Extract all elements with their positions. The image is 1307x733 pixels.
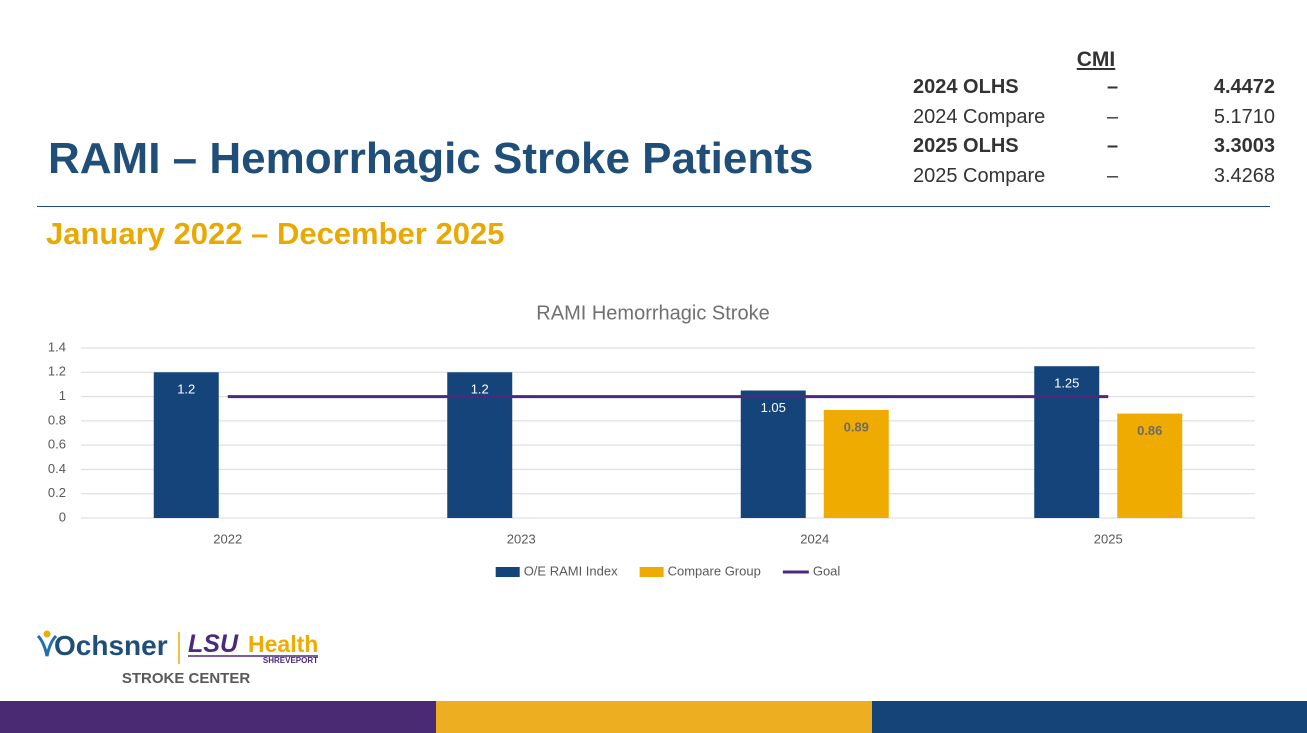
logo-ochsner: Ochsner	[54, 630, 168, 661]
cmi-cell: –	[1107, 165, 1119, 188]
logo-icon	[43, 630, 51, 638]
x-tick-label: 2024	[800, 531, 829, 546]
footer-band	[436, 701, 872, 733]
legend-symbol	[495, 567, 520, 577]
cmi-cell: –	[1107, 135, 1119, 158]
bar	[823, 409, 889, 518]
bar	[1117, 413, 1183, 518]
data-label: 1.2	[471, 382, 489, 397]
cmi-cell: –	[1107, 76, 1119, 98]
y-tick-label: 0.6	[48, 437, 66, 452]
chart-title: RAMI Hemorrhagic Stroke	[536, 302, 769, 324]
x-tick-label: 2023	[507, 531, 536, 546]
y-tick-label: 0.2	[48, 485, 66, 500]
data-label: 0.89	[844, 419, 869, 434]
data-label: 1.05	[761, 400, 786, 415]
y-tick-label: 1.4	[48, 339, 66, 354]
logo: Ochsner LSU Health SHREVEPORT STROKE CEN…	[36, 630, 318, 687]
legend-label: O/E RAMI Index	[524, 563, 618, 578]
y-tick-label: 0.8	[48, 412, 66, 427]
y-tick-label: 1	[59, 388, 66, 403]
cmi-heading: CMI	[1076, 48, 1116, 71]
data-label: 1.2	[177, 382, 195, 397]
cmi-cell: 3.4268	[1213, 165, 1275, 188]
cmi-cell: 2025 OLHS	[913, 135, 1019, 158]
cmi-cell: 2024 Compare	[913, 105, 1046, 128]
cmi-cell: 4.4472	[1213, 76, 1275, 98]
x-tick-label: 2025	[1094, 531, 1123, 546]
logo-health: Health	[248, 631, 318, 657]
divider	[37, 206, 1270, 207]
legend-symbol	[639, 567, 664, 577]
slide-title: RAMI – Hemorrhagic Stroke Patients	[48, 134, 814, 183]
y-tick-label: 1.2	[48, 364, 66, 379]
bar	[153, 372, 219, 518]
y-tick-label: 0.4	[48, 461, 66, 476]
cmi-cell: –	[1107, 105, 1119, 128]
data-label: 0.86	[1137, 423, 1162, 438]
cmi-row: 2025 Compare – 3.4268	[913, 165, 1275, 195]
logo-shreveport: SHREVEPORT	[263, 656, 318, 665]
cmi-cell: 2025 Compare	[913, 165, 1046, 188]
logo-icon	[36, 634, 58, 657]
y-tick-label: 0	[59, 509, 66, 524]
cmi-row: 2024 Compare – 5.1710	[913, 106, 1275, 136]
legend-label: Compare Group	[668, 563, 761, 578]
chart: RAMI Hemorrhagic Stroke 0 0.2 0.4 0.6 0.8 1 1.…	[48, 302, 1255, 578]
slide-subtitle: January 2022 – December 2025	[46, 216, 505, 251]
legend-label: Goal	[813, 563, 841, 578]
footer-band	[872, 701, 1307, 733]
logo-lsu: LSU	[188, 630, 239, 658]
cmi-row: 2024 OLHS – 4.4472	[913, 76, 1275, 106]
bar	[1034, 366, 1100, 518]
bar	[740, 390, 806, 518]
data-label: 1.25	[1054, 376, 1079, 391]
footer-band	[0, 701, 436, 733]
cmi-cell: 3.3003	[1213, 135, 1275, 158]
x-tick-label: 2022	[213, 531, 242, 546]
cmi-row: 2025 OLHS – 3.3003	[913, 135, 1275, 165]
logo-center: STROKE CENTER	[122, 670, 251, 687]
cmi-cell: 5.1710	[1213, 105, 1275, 128]
cmi-cell: 2024 OLHS	[913, 76, 1019, 98]
